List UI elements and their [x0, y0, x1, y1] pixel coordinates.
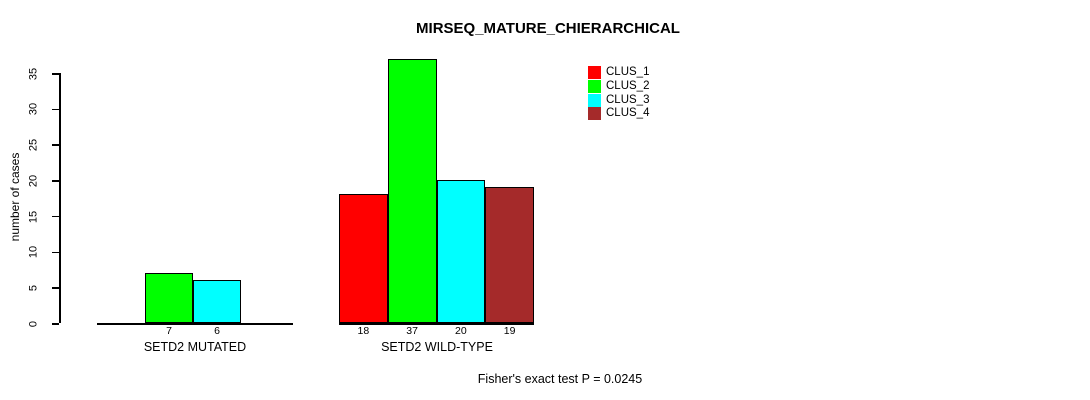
bar-clus_3-group2	[436, 180, 486, 323]
y-tick	[52, 323, 59, 325]
y-tick-label: 30	[27, 103, 40, 116]
legend-item: CLUS_1	[588, 66, 649, 80]
y-tick	[52, 180, 59, 182]
legend-item: CLUS_3	[588, 93, 649, 107]
chart-title: MIRSEQ_MATURE_CHIERARCHICAL	[416, 20, 680, 37]
y-tick	[52, 144, 59, 146]
bar-clus_3-group1	[193, 280, 241, 323]
x-axis-segment	[339, 323, 534, 325]
x-axis-segment	[97, 323, 293, 325]
y-tick-label: 0	[27, 320, 40, 327]
bar-clus_4-group2	[485, 187, 534, 323]
y-tick-label: 15	[27, 210, 40, 223]
bar-value-label: 20	[455, 324, 467, 337]
bar-value-label: 37	[406, 324, 418, 337]
y-tick-label: 5	[27, 284, 40, 292]
legend-label: CLUS_3	[606, 93, 650, 106]
legend-label: CLUS_4	[606, 107, 650, 120]
x-group-label: SETD2 MUTATED	[143, 340, 247, 354]
bar-clus_2-group1	[145, 273, 193, 323]
legend-item: CLUS_4	[588, 107, 649, 121]
bar-clus_2-group2	[387, 58, 437, 323]
bar-value-label: 19	[503, 324, 516, 337]
y-tick	[52, 108, 59, 111]
legend-label: CLUS_2	[606, 80, 650, 93]
legend: CLUS_1 CLUS_2 CLUS_3 CLUS_4	[588, 66, 649, 121]
fisher-test-caption: Fisher's exact test P = 0.0245	[477, 372, 643, 386]
y-tick	[52, 215, 59, 218]
y-tick-label: 25	[27, 139, 40, 152]
bar-value-label: 7	[166, 324, 172, 337]
y-tick-label: 20	[27, 174, 40, 188]
y-axis-line	[59, 73, 61, 323]
y-tick	[52, 251, 59, 254]
y-tick	[52, 287, 59, 289]
bar-value-label: 6	[214, 324, 220, 337]
y-tick-label: 35	[27, 67, 40, 80]
bar-value-label: 18	[357, 324, 370, 337]
y-tick	[52, 73, 59, 75]
legend-color-swatch	[588, 66, 601, 80]
bar-clus_1-group2	[339, 194, 388, 323]
legend-label: CLUS_1	[606, 66, 650, 79]
x-group-label: SETD2 WILD-TYPE	[381, 340, 493, 354]
legend-color-swatch	[588, 107, 601, 121]
legend-item: CLUS_2	[588, 80, 649, 94]
y-tick-label: 10	[27, 246, 40, 259]
legend-color-swatch	[588, 93, 601, 107]
legend-color-swatch	[588, 80, 601, 94]
